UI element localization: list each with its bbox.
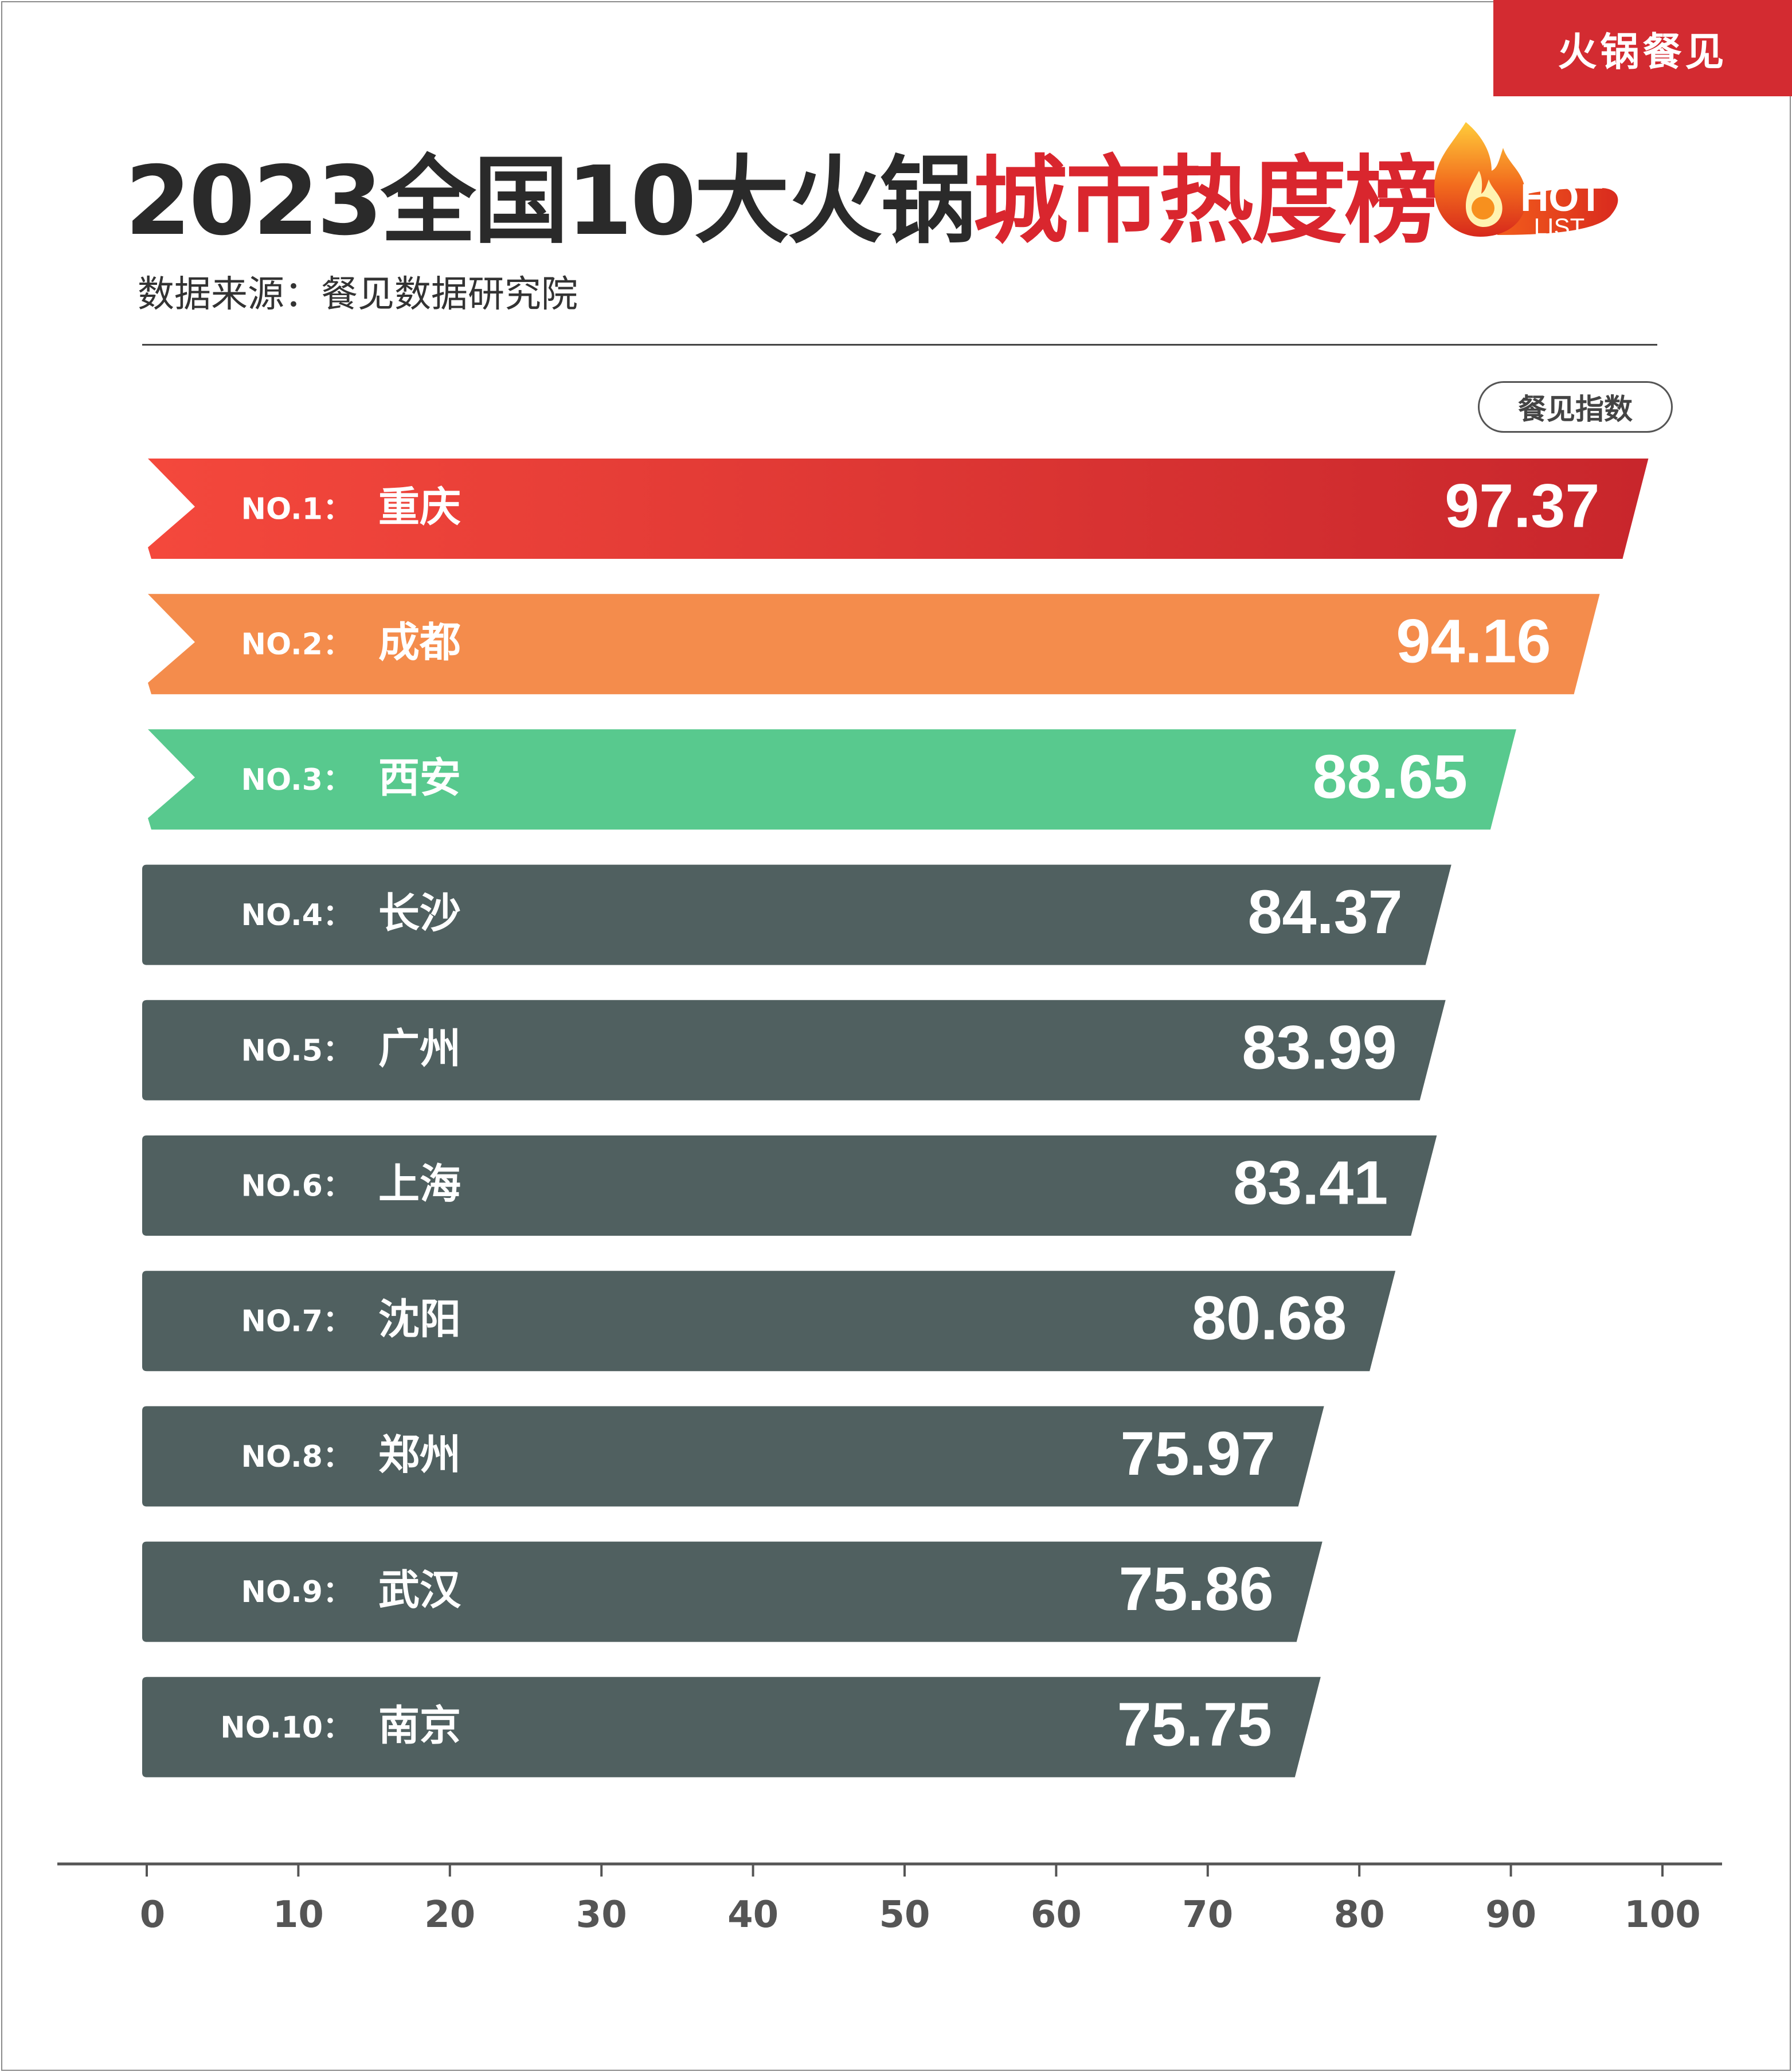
bar-rank-label: NO.2：: [241, 628, 353, 662]
bar-rank-label: NO.6：: [241, 1169, 353, 1204]
bar-rank-label: NO.8：: [241, 1440, 353, 1474]
bar-city-label: 沈阳: [378, 1295, 461, 1344]
hot-list-badge-icon: HOT LIST: [1434, 122, 1618, 240]
x-tick-label: 30: [576, 1894, 627, 1936]
x-tick-label: 10: [273, 1894, 324, 1936]
x-tick-label: 90: [1485, 1894, 1536, 1936]
title-highlight: 城市热度榜: [973, 146, 1439, 257]
x-tick-label: 50: [879, 1894, 930, 1936]
bar-value-label: 97.37: [1445, 471, 1599, 540]
x-tick-label: 0: [140, 1894, 166, 1936]
bar-3: [148, 729, 1516, 830]
bar-4: [142, 864, 1451, 965]
bar-city-label: 武汉: [378, 1566, 461, 1614]
bars-group: NO.1： 重庆 97.37 NO.2： 成都 94.16 NO.3： 西安 88.65 NO.4…: [142, 459, 1649, 1777]
index-legend-tag: 餐见指数: [1478, 381, 1673, 433]
bar-rank-label: NO.4：: [241, 898, 353, 933]
bar-city-label: 广州: [378, 1024, 461, 1072]
bar-6: [142, 1135, 1437, 1236]
title-divider: [142, 344, 1657, 346]
bar-city-label: 长沙: [378, 889, 461, 937]
brand-tag: 火锅餐见: [1493, 0, 1792, 96]
bar-city-label: 成都: [378, 618, 461, 667]
bar-5: [142, 1000, 1446, 1100]
bar-rank-label: NO.5：: [241, 1033, 353, 1068]
bar-7: [142, 1271, 1396, 1372]
bar-value-label: 84.37: [1247, 877, 1402, 946]
bar-value-label: 75.86: [1118, 1554, 1273, 1623]
bar-9: [142, 1541, 1323, 1642]
bar-city-label: 南京: [378, 1701, 461, 1749]
bar-value-label: 83.99: [1242, 1012, 1396, 1082]
bar-1: [148, 459, 1649, 559]
bar-value-label: 80.68: [1192, 1283, 1347, 1353]
x-tick-label: 20: [424, 1894, 475, 1936]
badge-hot-text: HOT: [1520, 176, 1603, 220]
bar-city-label: 重庆: [378, 483, 461, 531]
bar-value-label: 83.41: [1233, 1148, 1388, 1217]
bar-rank-label: NO.1：: [241, 492, 353, 527]
page-title: 2023全国10大火锅 城市热度榜: [125, 135, 1439, 257]
bar-value-label: 75.97: [1120, 1419, 1275, 1488]
title-main: 2023全国10大火锅: [125, 146, 975, 257]
bar-value-label: 75.75: [1117, 1689, 1272, 1758]
bar-city-label: 上海: [378, 1160, 461, 1208]
bar-rank-label: NO.9：: [241, 1575, 353, 1609]
x-tick-label: 70: [1182, 1894, 1233, 1936]
bar-10: [142, 1677, 1321, 1777]
bar-rank-label: NO.10：: [220, 1710, 353, 1745]
badge-list-text: LIST: [1534, 213, 1585, 240]
bar-city-label: 郑州: [378, 1431, 461, 1479]
x-tick-label: 40: [727, 1894, 778, 1936]
bar-value-label: 94.16: [1396, 606, 1551, 676]
bar-city-label: 西安: [378, 754, 461, 802]
x-tick-label: 80: [1334, 1894, 1385, 1936]
x-axis: 0 10 20 30 40 50 60 70 80 90 100: [57, 1862, 1722, 1936]
bar-rank-label: NO.7：: [241, 1305, 353, 1339]
bar-2: [148, 594, 1600, 695]
x-tick-label: 100: [1624, 1894, 1701, 1936]
bar-8: [142, 1406, 1324, 1507]
bar-value-label: 88.65: [1313, 742, 1468, 811]
x-tick-label: 60: [1031, 1894, 1082, 1936]
bar-rank-label: NO.3：: [241, 763, 353, 797]
data-source-note: 数据来源：餐见数据研究院: [138, 273, 578, 316]
